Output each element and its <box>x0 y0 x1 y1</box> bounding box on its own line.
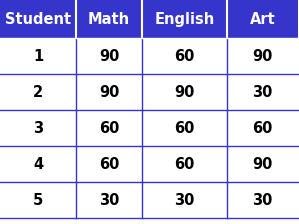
Bar <box>76 182 142 218</box>
Text: 90: 90 <box>252 49 273 63</box>
Text: Art: Art <box>249 11 275 26</box>
Text: 3: 3 <box>33 121 43 136</box>
Text: English: English <box>155 11 215 26</box>
Text: 2: 2 <box>33 84 43 99</box>
Text: 90: 90 <box>252 157 273 172</box>
Bar <box>142 74 227 110</box>
Bar <box>0 38 76 74</box>
Bar <box>227 0 298 38</box>
Bar <box>227 38 298 74</box>
Bar <box>227 182 298 218</box>
Bar <box>142 110 227 146</box>
Bar <box>227 74 298 110</box>
Text: 30: 30 <box>252 84 273 99</box>
Bar <box>227 146 298 182</box>
Bar <box>0 146 76 182</box>
Text: 30: 30 <box>252 192 273 207</box>
Text: 60: 60 <box>252 121 273 136</box>
Bar <box>0 110 76 146</box>
Text: 1: 1 <box>33 49 43 63</box>
Text: 60: 60 <box>174 49 195 63</box>
Bar <box>76 146 142 182</box>
Bar <box>0 182 76 218</box>
Text: 90: 90 <box>174 84 195 99</box>
Bar <box>76 74 142 110</box>
Text: 90: 90 <box>99 84 119 99</box>
Text: 60: 60 <box>99 121 119 136</box>
Text: 60: 60 <box>174 121 195 136</box>
Text: Student: Student <box>5 11 71 26</box>
Bar <box>142 146 227 182</box>
Bar <box>76 110 142 146</box>
Bar <box>0 0 76 38</box>
Text: 4: 4 <box>33 157 43 172</box>
Bar <box>142 182 227 218</box>
Bar <box>76 38 142 74</box>
Text: 30: 30 <box>174 192 195 207</box>
Text: 5: 5 <box>33 192 43 207</box>
Bar <box>142 38 227 74</box>
Text: 60: 60 <box>99 157 119 172</box>
Bar <box>142 0 227 38</box>
Text: 30: 30 <box>99 192 119 207</box>
Text: 60: 60 <box>174 157 195 172</box>
Text: 90: 90 <box>99 49 119 63</box>
Bar <box>0 74 76 110</box>
Bar <box>76 0 142 38</box>
Bar <box>227 110 298 146</box>
Text: Math: Math <box>88 11 130 26</box>
